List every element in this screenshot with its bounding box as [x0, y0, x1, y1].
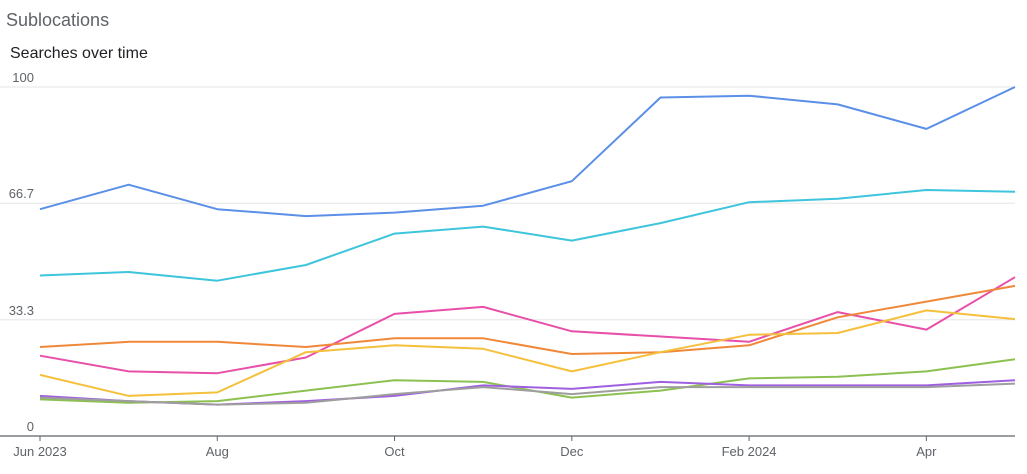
y-tick-label: 33.3	[9, 303, 34, 318]
x-tick-label: Jun 2023	[13, 444, 67, 459]
series-line-4	[39, 284, 1016, 355]
x-tick-label: Apr	[916, 444, 937, 459]
x-tick-label: Aug	[206, 444, 229, 459]
y-tick-label: 66.7	[9, 186, 34, 201]
x-tick-label: Oct	[384, 444, 405, 459]
section-title: Sublocations	[6, 10, 110, 30]
series-line-2	[39, 189, 1016, 282]
x-tick-label: Feb 2024	[722, 444, 777, 459]
x-tick-label: Dec	[560, 444, 584, 459]
series-line-8	[39, 382, 1016, 406]
series-lines	[39, 86, 1016, 406]
x-axis: Jun 2023 Aug Oct Dec Feb 2024 Apr	[13, 436, 937, 459]
series-line-6	[39, 358, 1016, 404]
series-line-1	[39, 86, 1016, 218]
series-line-5	[39, 309, 1016, 397]
gridlines	[0, 86, 1015, 437]
y-axis-labels: 0 33.3 66.7 100	[9, 70, 34, 434]
y-tick-label: 100	[12, 70, 34, 85]
chart-title: Searches over time	[10, 45, 148, 62]
y-tick-label: 0	[27, 419, 34, 434]
